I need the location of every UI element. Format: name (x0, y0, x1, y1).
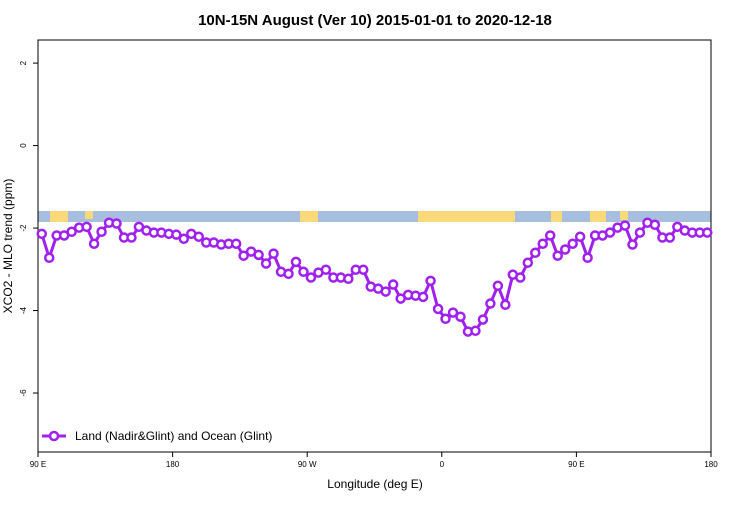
legend-marker (48, 430, 60, 442)
data-point (455, 311, 466, 322)
data-point (380, 286, 391, 297)
data-point (43, 252, 55, 264)
plot-frame (37, 39, 712, 453)
data-point (81, 221, 92, 233)
data-point (417, 291, 429, 303)
data-point (627, 239, 638, 250)
data-point (320, 264, 332, 275)
data-point (537, 238, 548, 249)
data-point (358, 264, 369, 275)
data-point (343, 273, 354, 285)
data-point (619, 220, 631, 231)
y-axis-label: XCO2 - MLO trend (ppm) (1, 179, 15, 314)
land-patch (418, 211, 515, 222)
x-tick-label: 90 E (30, 460, 46, 469)
data-point (96, 226, 107, 238)
x-tick-label: 0 (440, 460, 445, 469)
land-patch (551, 211, 562, 222)
data-point (88, 238, 100, 249)
land-patch (85, 211, 93, 219)
data-point (447, 307, 459, 318)
data-point (492, 280, 504, 292)
data-point (111, 218, 122, 229)
data-point (260, 258, 272, 269)
map-strip (38, 211, 711, 222)
data-point (574, 231, 586, 242)
data-point (425, 275, 436, 287)
x-tick-label: 180 (704, 460, 718, 469)
data-point (470, 325, 481, 337)
data-point (36, 228, 47, 240)
y-tick-label: -4 (19, 306, 28, 314)
x-axis-label: Longitude (deg E) (327, 477, 422, 491)
ocean-band (38, 211, 711, 222)
data-point (440, 313, 451, 325)
data-point (178, 233, 190, 245)
data-point (193, 231, 205, 242)
data-point (544, 230, 556, 241)
legend-label: Land (Nadir&Glint) and Ocean (Glint) (75, 429, 272, 443)
x-tick-label: 180 (166, 460, 180, 469)
y-tick-label: -6 (19, 389, 28, 397)
data-point (604, 227, 616, 238)
data-point (552, 250, 563, 261)
x-tick-label: 90 W (298, 460, 317, 469)
data-point (567, 238, 578, 249)
data-point (230, 238, 242, 249)
data-point (559, 244, 571, 255)
y-tick-label: 2 (19, 60, 28, 65)
land-patch (590, 211, 606, 222)
data-point (290, 256, 302, 268)
data-point (702, 227, 713, 238)
y-tick-label: -2 (19, 224, 28, 232)
land-patch (300, 211, 318, 222)
data-point (582, 252, 593, 264)
data-point (305, 272, 317, 283)
chart-title: 10N-15N August (Ver 10) 2015-01-01 to 20… (198, 12, 552, 29)
data-point (126, 232, 137, 243)
data-point (530, 247, 541, 259)
data-point (522, 257, 534, 268)
data-point (66, 226, 77, 238)
land-patch (50, 211, 68, 222)
land-patch (620, 211, 628, 220)
data-point (515, 272, 526, 283)
data-point (253, 249, 264, 261)
data-point (238, 250, 249, 261)
data-point (171, 229, 182, 240)
data-point (634, 227, 646, 238)
data-point (283, 268, 294, 280)
data-point (485, 298, 496, 309)
data-point (387, 279, 399, 290)
data-point (664, 232, 676, 243)
y-tick-label: 0 (19, 143, 28, 148)
data-point (477, 314, 489, 325)
data-point (298, 266, 309, 278)
data-point (500, 299, 511, 311)
x-tick-label: 90 E (568, 460, 584, 469)
data-point (649, 219, 661, 231)
data-point (432, 303, 444, 315)
data-point (268, 248, 279, 259)
